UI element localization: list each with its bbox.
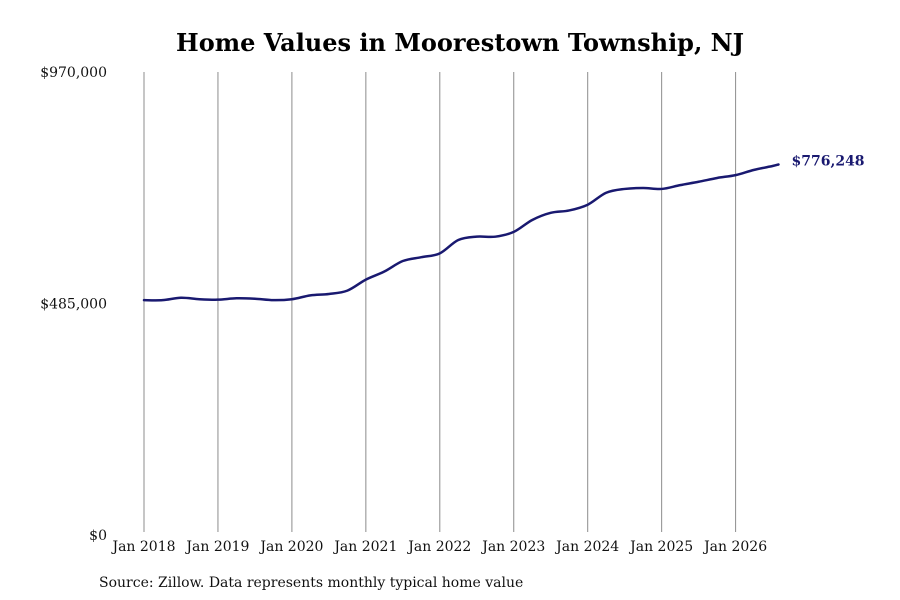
y-tick-label: $970,000 xyxy=(40,65,107,81)
y-tick-label: $0 xyxy=(89,528,107,544)
x-tick-label: Jan 2021 xyxy=(332,539,397,555)
vertical-gridlines xyxy=(143,72,737,532)
x-tick-label: Jan 2024 xyxy=(554,539,619,555)
x-tick-label: Jan 2020 xyxy=(258,539,323,555)
x-tick-label: Jan 2019 xyxy=(184,539,249,555)
x-axis-ticks: Jan 2018 Jan 2019 Jan 2020 Jan 2021 Jan 2022… xyxy=(110,539,767,555)
home-value-line xyxy=(142,163,780,302)
series-layer: $776,248 xyxy=(142,153,865,302)
chart-title: Home Values in Moorestown Township, NJ xyxy=(176,28,744,57)
x-tick-label: Jan 2018 xyxy=(110,539,175,555)
y-tick-label: $485,000 xyxy=(40,297,107,313)
end-value-label: $776,248 xyxy=(791,153,864,169)
x-tick-label: Jan 2023 xyxy=(480,539,545,555)
x-tick-label: Jan 2026 xyxy=(702,539,767,555)
y-axis-ticks: $0 $485,000 $970,000 xyxy=(40,65,107,544)
x-tick-label: Jan 2025 xyxy=(628,539,693,555)
source-note: Source: Zillow. Data represents monthly … xyxy=(99,575,523,591)
x-tick-label: Jan 2022 xyxy=(406,539,471,555)
